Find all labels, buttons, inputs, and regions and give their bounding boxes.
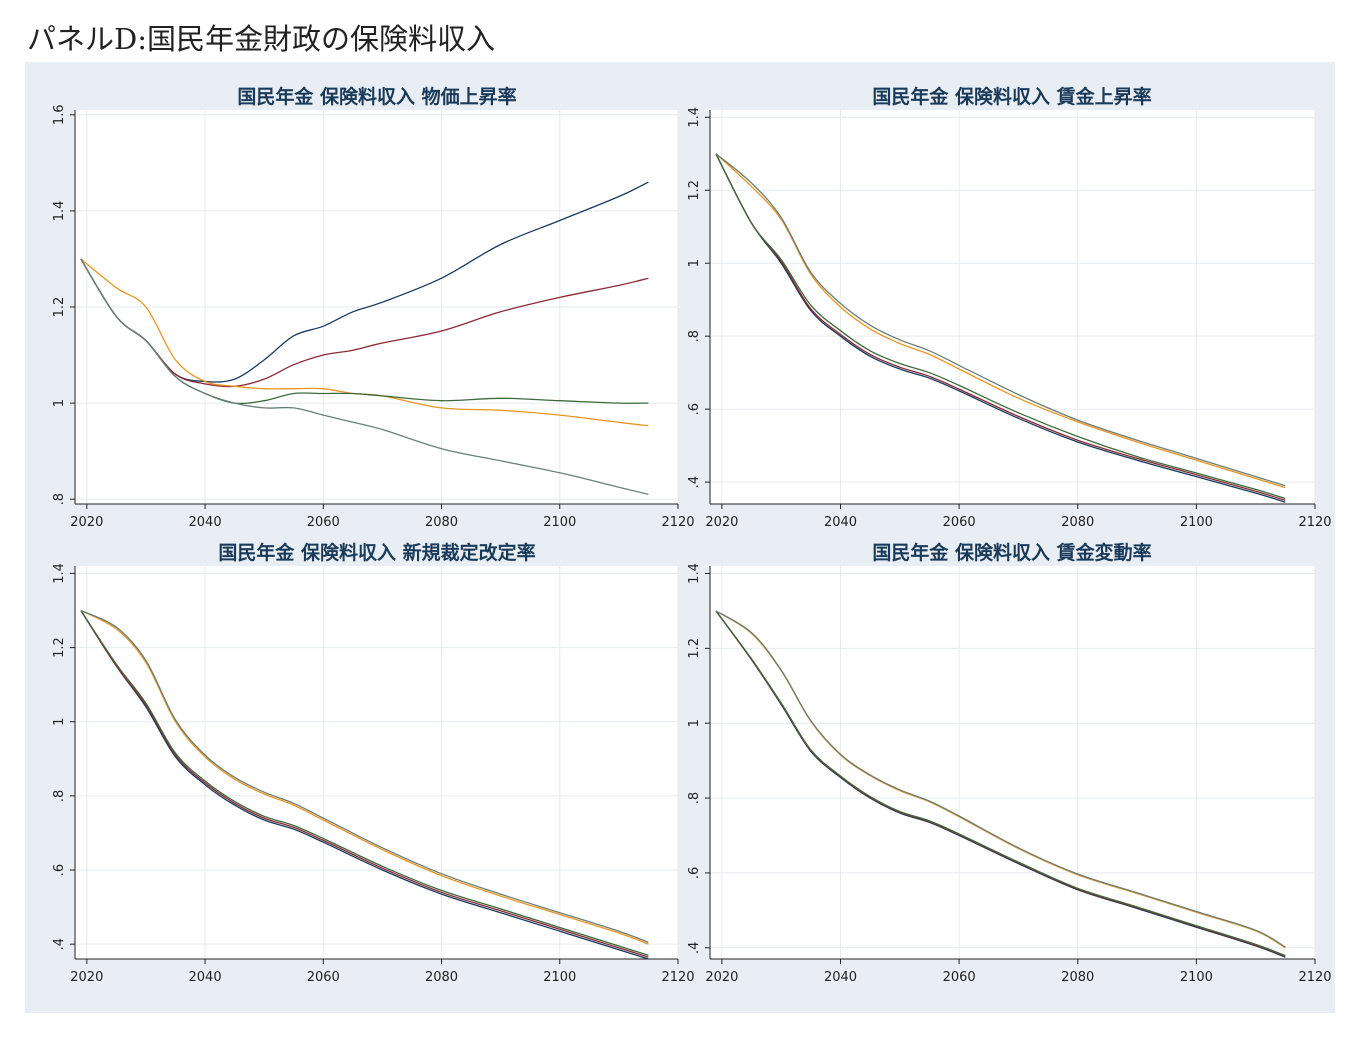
- x-tick-label: 2020: [70, 970, 103, 985]
- series-line-3: [715, 153, 1286, 489]
- x-tick-label: 2020: [705, 970, 738, 985]
- x-tick-label: 2080: [1061, 970, 1094, 985]
- y-tick-label: .8: [687, 792, 702, 804]
- x-tick-label: 2100: [543, 970, 576, 985]
- chart-panel-wage-variation: 国民年金 保険料収入 賃金変動率 .4 .6 .8 1 1.2 1.4 2020 2040 206…: [687, 541, 1332, 985]
- x-tick-label: 2080: [1061, 515, 1094, 530]
- series-line-5: [80, 258, 649, 496]
- series-line-1: [80, 610, 649, 960]
- series-line-3: [80, 258, 649, 427]
- x-tick-label: 2120: [1298, 970, 1331, 985]
- x-tick-label: 2120: [1298, 515, 1331, 530]
- y-tick-label: 1.4: [687, 563, 702, 584]
- x-tick-label: 2040: [824, 970, 857, 985]
- y-tick-label: 1.2: [52, 297, 67, 318]
- x-tick-label: 2060: [307, 970, 340, 985]
- x-tick-label: 2060: [307, 515, 340, 530]
- x-tick-label: 2060: [943, 515, 976, 530]
- x-tick-label: 2100: [543, 515, 576, 530]
- x-tick-label: 2100: [1180, 970, 1213, 985]
- y-tick-label: .6: [687, 867, 702, 879]
- y-tick-label: .4: [687, 942, 702, 954]
- chart-panel-price-growth: 国民年金 保険料収入 物価上昇率 .8 1 1.2 1.4 1.6 2020 2040 2060…: [52, 85, 695, 530]
- y-tick-label: 1: [52, 718, 67, 726]
- x-tick-label: 2060: [943, 970, 976, 985]
- x-tick-label: 2080: [425, 970, 458, 985]
- series-line-5: [715, 153, 1286, 487]
- chart-title: 国民年金 保険料収入 新規裁定改定率: [218, 541, 535, 564]
- y-tick-label: .6: [687, 403, 702, 415]
- y-tick-label: .8: [687, 330, 702, 342]
- plot-area: [710, 566, 1315, 959]
- y-tick-label: 1.2: [687, 180, 702, 201]
- y-tick-label: .8: [52, 790, 67, 802]
- series-line-2: [80, 610, 649, 958]
- y-tick-label: .8: [52, 493, 67, 505]
- chart-title: 国民年金 保険料収入 賃金変動率: [872, 541, 1151, 564]
- y-tick-label: 1.4: [52, 201, 67, 222]
- page-title: パネルD:国民年金財政の保険料収入: [27, 22, 496, 56]
- y-tick-label: 1.4: [52, 563, 67, 584]
- y-tick-label: 1.2: [52, 637, 67, 658]
- y-tick-label: .6: [52, 864, 67, 876]
- plot-area: [75, 566, 678, 959]
- chart-title: 国民年金 保険料収入 賃金上昇率: [872, 85, 1151, 108]
- y-tick-label: .4: [687, 476, 702, 488]
- chart-panel-wage-growth: 国民年金 保険料収入 賃金上昇率 .4 .6 .8 1 1.2 1.4 2020 2040 206…: [687, 85, 1332, 530]
- chart-title: 国民年金 保険料収入 物価上昇率: [237, 85, 516, 108]
- x-tick-label: 2020: [70, 515, 103, 530]
- series-line-1: [715, 153, 1286, 503]
- x-tick-label: 2040: [189, 970, 222, 985]
- y-tick-label: .4: [52, 938, 67, 950]
- y-tick-label: 1: [687, 719, 702, 727]
- series-line-2: [715, 153, 1286, 502]
- x-tick-label: 2080: [425, 515, 458, 530]
- series-line-4: [80, 610, 649, 956]
- series-line-5: [715, 610, 1286, 948]
- series-line-4: [715, 610, 1286, 957]
- x-tick-label: 2040: [824, 515, 857, 530]
- series-line-4: [715, 153, 1286, 500]
- x-tick-label: 2040: [189, 515, 222, 530]
- plot-area: [710, 110, 1315, 504]
- y-tick-label: 1: [52, 399, 67, 407]
- chart-panel-new-award-revision: 国民年金 保険料収入 新規裁定改定率 .4 .6 .8 1 1.2 1.4 2020 2040 2…: [52, 541, 695, 985]
- y-tick-label: 1.4: [687, 107, 702, 128]
- y-tick-label: 1.2: [687, 638, 702, 659]
- y-tick-label: 1.6: [52, 104, 67, 125]
- x-tick-label: 2120: [661, 515, 694, 530]
- x-tick-label: 2100: [1180, 515, 1213, 530]
- series-line-5: [80, 609, 649, 943]
- y-tick-label: 1: [687, 259, 702, 267]
- x-tick-label: 2120: [661, 970, 694, 985]
- x-tick-label: 2020: [705, 515, 738, 530]
- series-line-3: [80, 609, 649, 945]
